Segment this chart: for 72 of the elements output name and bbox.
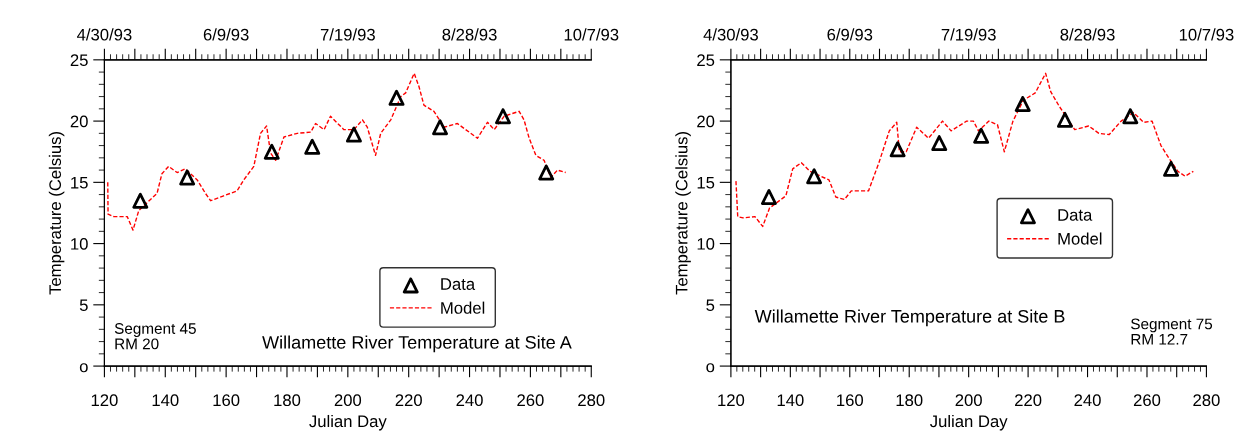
x2-tick-label: 7/19/93 <box>320 28 375 41</box>
y-tick-label: 20 <box>697 115 715 128</box>
point <box>388 89 405 106</box>
annotation: Segment 45 RM 20 <box>114 323 196 350</box>
x-tick-label: 280 <box>578 394 605 407</box>
x-tick-label: 160 <box>213 394 240 407</box>
y-tick-label: 15 <box>71 176 88 189</box>
x2-tick-label: 4/30/93 <box>703 28 758 41</box>
x-tick-label: 200 <box>334 394 362 407</box>
x-tick-label: 240 <box>1074 394 1101 407</box>
point <box>304 138 321 155</box>
x-tick-label: 120 <box>91 394 118 407</box>
y-tick-label: o <box>706 363 715 373</box>
y-tick-label: 15 <box>697 176 715 189</box>
point <box>538 164 555 181</box>
point <box>1122 108 1139 125</box>
y-axis-title: Temperature (Celsius) <box>675 132 691 295</box>
line-series <box>735 72 1195 228</box>
x-tick-label: 220 <box>1015 394 1042 407</box>
x2-tick-label: 8/28/93 <box>1060 28 1115 41</box>
y-tick-label: 20 <box>70 115 88 128</box>
x2-tick-label: 10/7/93 <box>564 28 619 41</box>
x-tick-label: 220 <box>395 394 422 407</box>
x-tick-label: 200 <box>955 394 982 407</box>
y-tick-label: 5 <box>706 299 715 312</box>
point <box>1163 160 1180 177</box>
x2-tick-label: 8/28/93 <box>442 28 497 41</box>
y-tick-label: 5 <box>79 299 88 312</box>
x-tick-label: 280 <box>1193 394 1220 407</box>
text: Willamette River Temperature at Site B <box>754 309 1065 327</box>
point <box>432 119 449 136</box>
y-tick-label: 10 <box>71 237 88 250</box>
point <box>931 135 948 152</box>
legend-label: Model <box>1058 232 1102 245</box>
y-tick-label: 10 <box>697 237 715 250</box>
y-axis-title: Temperature (Celsius) <box>48 132 65 295</box>
point <box>132 192 149 209</box>
x2-tick-label: 4/30/93 <box>77 28 132 41</box>
point <box>806 168 823 185</box>
x-tick-label: 160 <box>837 394 864 407</box>
legend-label: Data <box>1058 209 1093 221</box>
annotation: Segment 75 RM 12.7 <box>1131 318 1213 345</box>
point <box>179 169 196 186</box>
x-tick-label: 180 <box>896 394 923 407</box>
y-tick-label: 25 <box>697 54 715 67</box>
x2-tick-label: 7/19/93 <box>941 28 996 41</box>
x-axis-title: Julian Day <box>309 414 387 431</box>
x-tick-label: 140 <box>152 394 179 407</box>
x2-tick-label: 6/9/93 <box>203 28 249 41</box>
x-tick-label: 140 <box>777 394 804 407</box>
y-tick-label: o <box>79 363 88 373</box>
point <box>760 189 777 206</box>
x-tick-label: 180 <box>274 394 301 407</box>
x-tick-label: 260 <box>1133 394 1161 407</box>
point <box>889 141 906 158</box>
x-axis-title: Julian Day <box>930 414 1008 431</box>
legend-label: Data <box>441 278 476 290</box>
point <box>973 127 990 144</box>
point <box>1014 95 1031 112</box>
y-tick-label: 25 <box>70 54 88 67</box>
point <box>495 108 511 125</box>
point <box>345 126 362 143</box>
legend-label: Model <box>441 301 485 314</box>
point <box>1056 111 1073 128</box>
x2-tick-label: 10/7/93 <box>1179 28 1234 41</box>
x-tick-label: 120 <box>718 394 745 407</box>
x2-tick-label: 6/9/93 <box>827 28 873 41</box>
point <box>263 143 280 160</box>
x-tick-label: 260 <box>517 394 544 407</box>
line-series <box>107 72 567 231</box>
text: Willamette River Temperature at Site A <box>262 335 572 353</box>
x-tick-label: 240 <box>456 394 483 407</box>
